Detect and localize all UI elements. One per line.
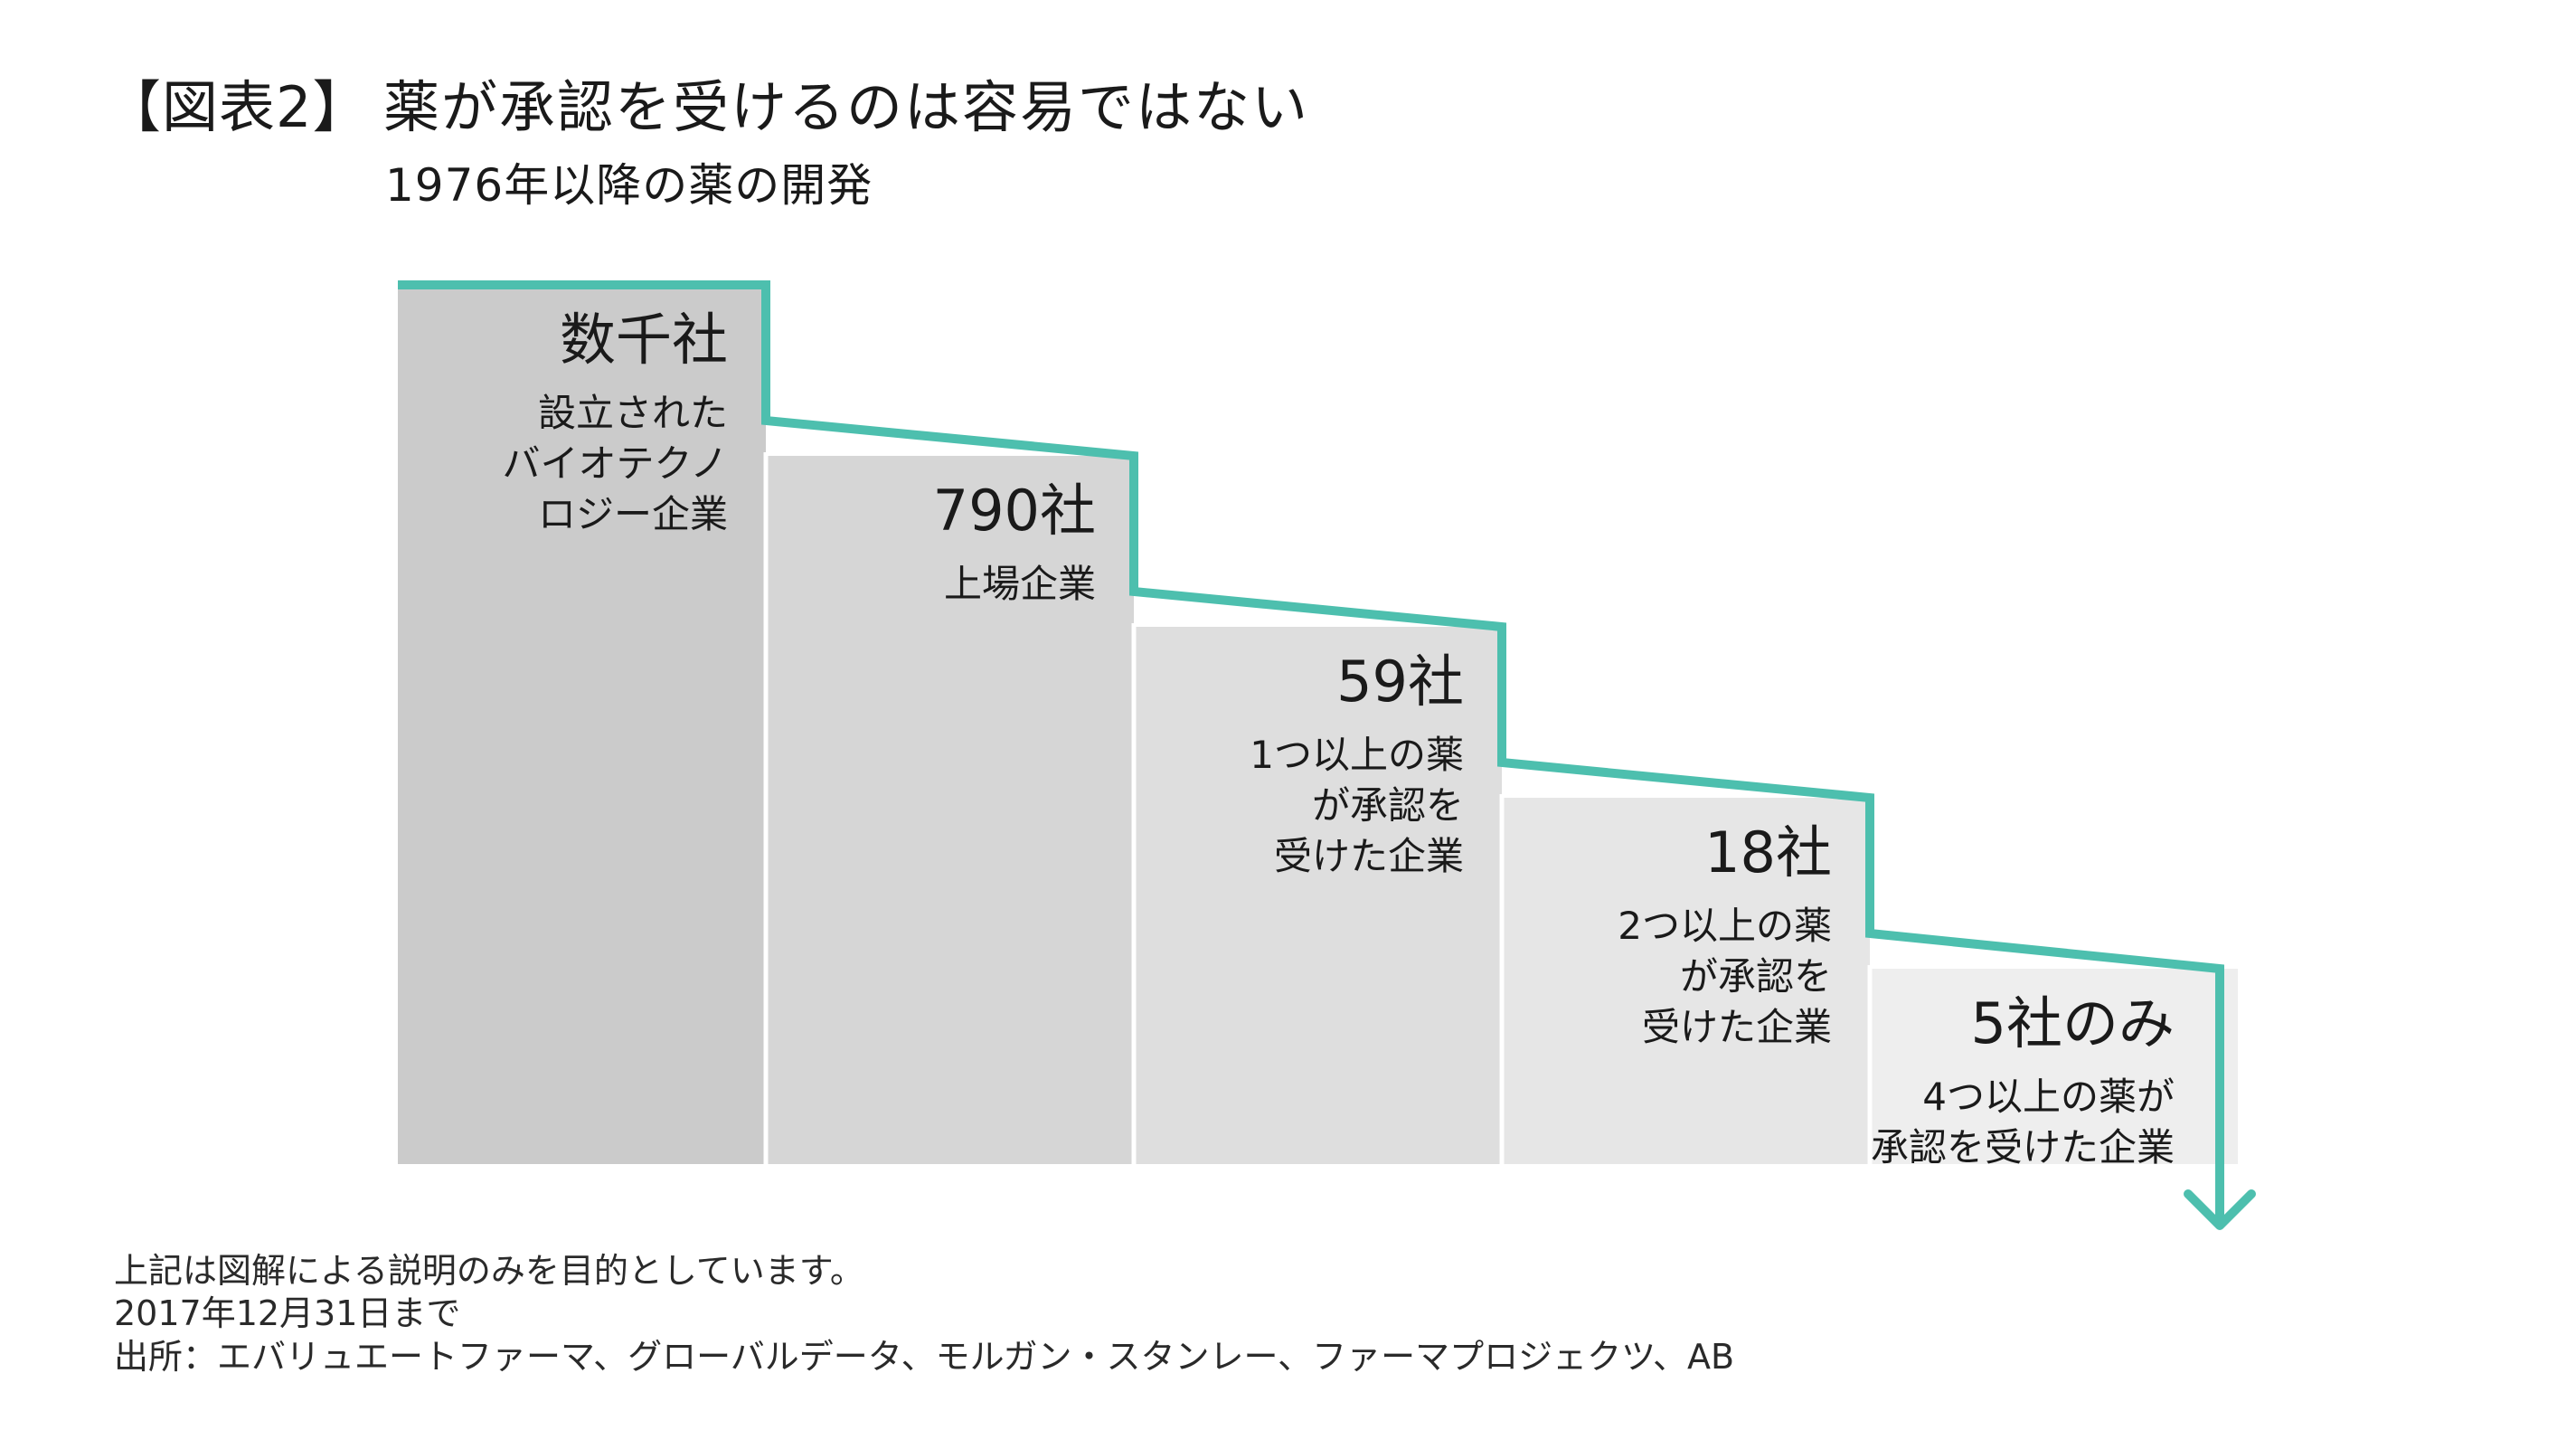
bar-description-line: ロジー企業	[538, 492, 728, 536]
down-arrow-icon	[2184, 1189, 2256, 1230]
bar-description-line: 2つ以上の薬	[1618, 904, 1832, 948]
staircase-line	[398, 280, 2224, 1224]
bar-count-label: 790社	[933, 478, 1096, 544]
bar-description-line: 1つ以上の薬	[1250, 733, 1464, 777]
bar-description-line: 受けた企業	[1642, 1005, 1832, 1049]
bar-count-label: 59社	[1336, 649, 1464, 715]
bar-3	[1134, 627, 1502, 1164]
footnote-disclaimer: 上記は図解による説明のみを目的としています。	[114, 1251, 864, 1291]
bar-count-label: 5社のみ	[1971, 990, 2175, 1056]
bar-description-line: 4つ以上の薬が	[1922, 1075, 2175, 1119]
bar-description-line: 受けた企業	[1274, 834, 1464, 878]
bar-description-line: 承認を受けた企業	[1871, 1125, 2175, 1170]
bar-description-line: バイオテクノ	[503, 441, 728, 486]
bar-count-label: 18社	[1704, 819, 1832, 885]
bar-description-line: が承認を	[1312, 783, 1464, 828]
bar-description-line: 上場企業	[944, 562, 1096, 606]
bar-4	[1502, 798, 1870, 1164]
bar-5	[1870, 969, 2238, 1164]
chart-subtitle: 1976年以降の薬の開発	[385, 159, 873, 212]
footnote-date: 2017年12月31日まで	[114, 1293, 461, 1333]
chart-title: 薬が承認を受けるのは容易ではない	[383, 74, 1310, 140]
bar-description-line: が承認を	[1680, 954, 1832, 999]
bar-description-line: 設立された	[538, 391, 728, 435]
figure-label: 【図表2】	[105, 74, 370, 140]
footnote-source: 出所：エバリュエートファーマ、グローバルデータ、モルガン・スタンレー、ファーマプ…	[114, 1337, 1735, 1377]
bar-1	[398, 285, 766, 1164]
bar-2	[766, 456, 1134, 1164]
bar-count-label: 数千社	[560, 307, 728, 373]
